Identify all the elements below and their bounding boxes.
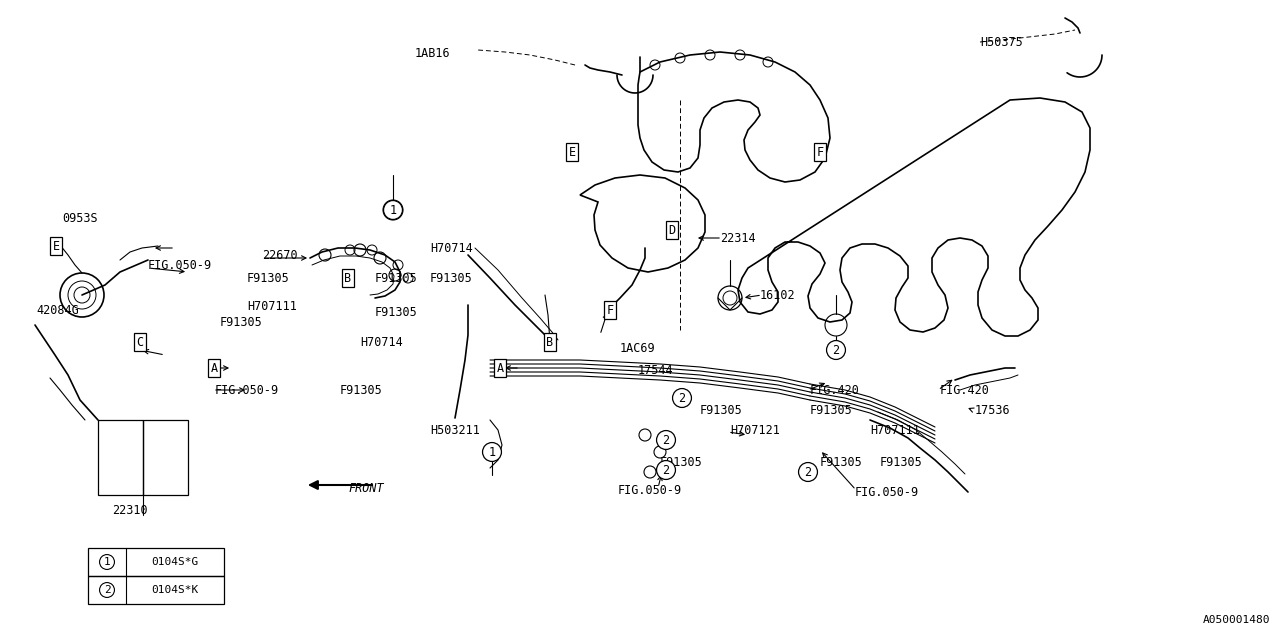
Text: A: A: [497, 362, 503, 374]
Text: FRONT: FRONT: [348, 481, 384, 495]
Text: F91305: F91305: [430, 271, 472, 285]
Text: F91305: F91305: [810, 403, 852, 417]
Text: A: A: [210, 362, 218, 374]
Text: A050001480: A050001480: [1202, 615, 1270, 625]
Text: F91305: F91305: [220, 316, 262, 328]
Text: H707111: H707111: [870, 424, 920, 436]
Bar: [99, 420, 143, 495]
Text: FIG.050-9: FIG.050-9: [618, 483, 682, 497]
Text: B: B: [344, 271, 352, 285]
Text: 22314: 22314: [721, 232, 755, 244]
Text: 2: 2: [804, 465, 812, 479]
Text: F: F: [817, 145, 823, 159]
Text: F91305: F91305: [247, 271, 289, 285]
Text: E: E: [568, 145, 576, 159]
Bar: [88, 576, 224, 604]
Text: 16102: 16102: [760, 289, 796, 301]
Text: 17536: 17536: [975, 403, 1011, 417]
Text: 2: 2: [832, 344, 840, 356]
Text: 22670: 22670: [262, 248, 298, 262]
Text: H70714: H70714: [360, 335, 403, 349]
Text: F91305: F91305: [700, 403, 742, 417]
Bar: [88, 548, 224, 576]
Text: 1: 1: [104, 557, 110, 567]
Text: 1: 1: [489, 445, 495, 458]
Text: H707121: H707121: [730, 424, 780, 436]
Text: 22310: 22310: [113, 504, 147, 516]
Text: C: C: [137, 335, 143, 349]
Text: 1: 1: [389, 204, 397, 216]
Text: F: F: [607, 303, 613, 317]
Text: FIG.420: FIG.420: [940, 383, 989, 397]
Text: F91305: F91305: [820, 456, 863, 468]
Text: 0104S*K: 0104S*K: [151, 585, 198, 595]
Text: 2: 2: [663, 433, 669, 447]
Text: D: D: [668, 223, 676, 237]
Text: 1AB16: 1AB16: [415, 47, 451, 60]
Text: E: E: [52, 239, 60, 253]
Text: 1AC69: 1AC69: [620, 342, 655, 355]
Text: H70714: H70714: [430, 241, 472, 255]
Text: 42084G: 42084G: [36, 303, 79, 317]
Text: H707111: H707111: [247, 300, 297, 312]
Text: 17544: 17544: [637, 364, 673, 376]
Text: FIG.420: FIG.420: [810, 383, 860, 397]
Text: 2: 2: [663, 463, 669, 477]
Text: FIG.050-9: FIG.050-9: [215, 383, 279, 397]
Text: H503211: H503211: [430, 424, 480, 436]
Text: H50375: H50375: [980, 35, 1023, 49]
Text: 0104S*G: 0104S*G: [151, 557, 198, 567]
Bar: [143, 420, 188, 495]
Text: F91305: F91305: [881, 456, 923, 468]
Text: FIG.050-9: FIG.050-9: [148, 259, 212, 271]
Text: F91305: F91305: [375, 305, 417, 319]
Text: 2: 2: [678, 392, 686, 404]
Text: F91305: F91305: [340, 383, 383, 397]
Text: F91305: F91305: [660, 456, 703, 468]
Text: 2: 2: [104, 585, 110, 595]
Text: B: B: [547, 335, 553, 349]
Text: 0953S: 0953S: [61, 211, 97, 225]
Text: FIG.050-9: FIG.050-9: [855, 486, 919, 499]
Text: F91305: F91305: [375, 271, 417, 285]
